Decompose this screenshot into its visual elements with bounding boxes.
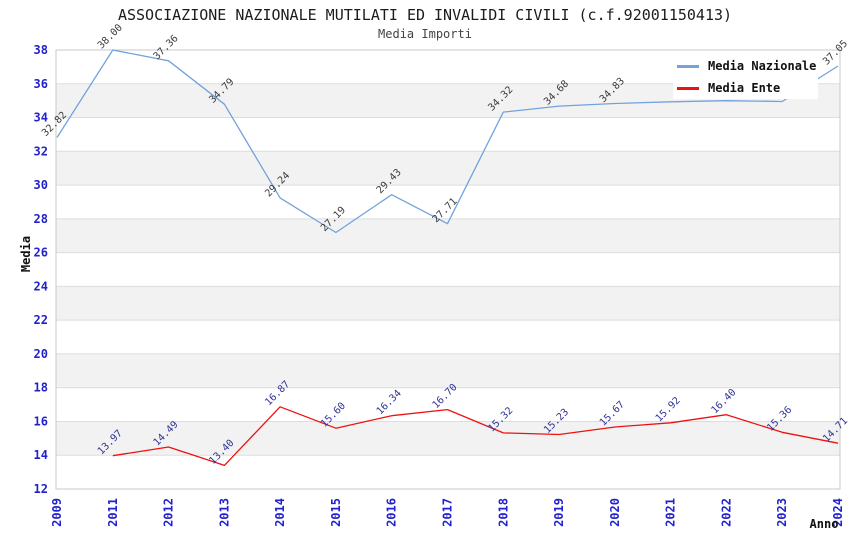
x-tick-label: 2022	[719, 498, 733, 527]
y-tick-label: 30	[34, 178, 48, 192]
x-tick-label: 2012	[162, 498, 176, 527]
x-tick-label: 2014	[273, 498, 287, 527]
legend-line-swatch-nazionale	[677, 64, 699, 68]
y-tick-label: 12	[34, 482, 48, 496]
y-axis-title: Media	[19, 236, 33, 272]
point-label: 16.40	[709, 387, 738, 416]
x-tick-label: 2016	[385, 498, 399, 527]
y-tick-label: 28	[34, 212, 48, 226]
x-tick-label: 2021	[664, 498, 678, 527]
plot-border	[55, 49, 841, 490]
plot-band	[56, 421, 840, 456]
legend-item-media-ente: Media Ente	[673, 77, 818, 99]
y-tick-label: 32	[34, 144, 48, 158]
legend-line-swatch-ente	[677, 86, 699, 90]
y-tick-label: 20	[34, 347, 48, 361]
plot-band	[56, 353, 840, 388]
y-tick-label: 34	[34, 111, 48, 125]
plot-band	[56, 286, 840, 321]
plot-band	[56, 218, 840, 253]
x-tick-label: 2015	[329, 498, 343, 527]
legend: Media Nazionale Media Ente	[673, 55, 818, 99]
x-tick-label: 2023	[775, 498, 789, 527]
series-line-media-nazionale	[56, 49, 839, 234]
y-tick-label: 36	[34, 77, 48, 91]
x-tick-label: 2013	[217, 498, 231, 527]
point-label: 37.05	[821, 38, 850, 67]
chart-subtitle: Media Importi	[378, 27, 472, 41]
point-label: 16.34	[375, 388, 404, 417]
x-tick-label: 2011	[106, 498, 120, 527]
plot-band	[56, 151, 840, 186]
x-tick-label: 2019	[552, 498, 566, 527]
x-tick-label: 2018	[496, 498, 510, 527]
y-tick-label: 16	[34, 414, 48, 428]
x-axis-title: Anno	[810, 517, 839, 531]
x-tick-label: 2017	[441, 498, 455, 527]
y-tick-label: 22	[34, 313, 48, 327]
x-tick-label: 2024	[831, 498, 845, 527]
y-tick-label: 26	[34, 246, 48, 260]
x-tick-label: 2020	[608, 498, 622, 527]
y-tick-label: 24	[34, 279, 48, 293]
x-tick-label: 2009	[50, 498, 64, 527]
legend-label-ente: Media Ente	[708, 81, 781, 95]
y-tick-label: 18	[34, 381, 48, 395]
y-tick-label: 38	[34, 43, 48, 57]
y-tick-label: 14	[34, 448, 48, 462]
point-label: 37.36	[152, 33, 181, 62]
chart-title: ASSOCIAZIONE NAZIONALE MUTILATI ED INVAL…	[117, 6, 733, 24]
point-label: 15.92	[654, 395, 683, 424]
point-label: 38.00	[96, 22, 125, 51]
legend-item-media-nazionale: Media Nazionale	[673, 55, 818, 77]
legend-label-nazionale: Media Nazionale	[708, 59, 817, 73]
series-line-media-ente	[112, 406, 839, 467]
